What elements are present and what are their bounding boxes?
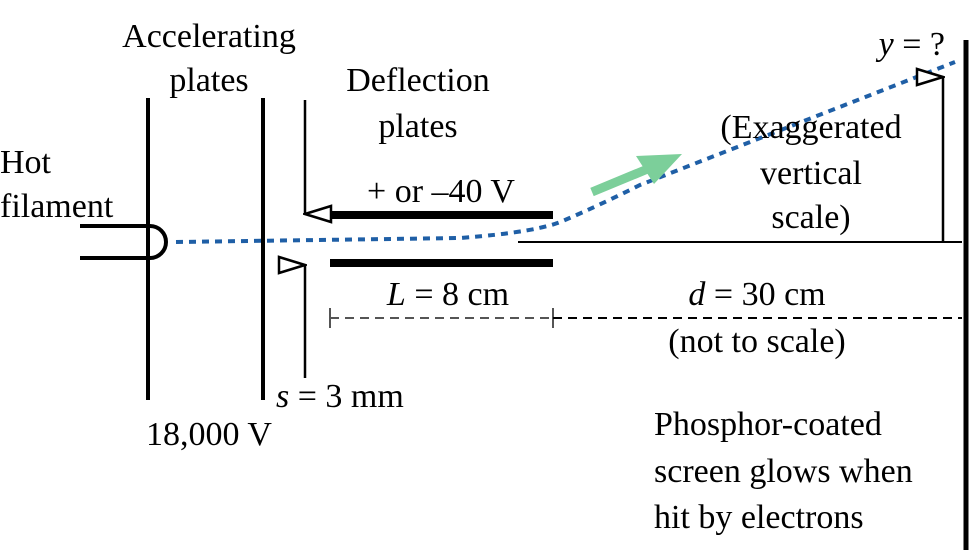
accelerating-label-line2: plates — [169, 62, 248, 99]
accelerating-voltage-label: 18,000 V — [146, 416, 272, 453]
exaggerated-label-line2: vertical — [760, 155, 862, 192]
screen-label-line1: Phosphor-coated — [654, 406, 882, 443]
deflection-voltage-label: + or –40 V — [367, 173, 515, 210]
exaggerated-label-line3: scale) — [771, 199, 850, 236]
screen-label-line3: hit by electrons — [654, 499, 864, 536]
electron-beam — [175, 60, 956, 244]
motion-arrow — [590, 154, 682, 197]
deflection-y-label: y = ? — [876, 26, 945, 63]
hot-label: Hot — [0, 144, 52, 181]
length-label: L = 8 cm — [386, 276, 509, 313]
filament-label: filament — [0, 188, 114, 225]
accelerating-label-line1: Accelerating — [122, 18, 296, 55]
screen-label-line2: screen glows when — [654, 453, 913, 490]
exaggerated-label-line1: (Exaggerated — [720, 109, 901, 146]
deflection-label-line1: Deflection — [346, 62, 490, 99]
gap-label: s = 3 mm — [276, 378, 404, 415]
hot-filament — [80, 224, 168, 260]
deflection-label-line2: plates — [378, 108, 457, 145]
not-to-scale-label: (not to scale) — [668, 323, 846, 360]
distance-label: d = 30 cm — [688, 276, 825, 313]
